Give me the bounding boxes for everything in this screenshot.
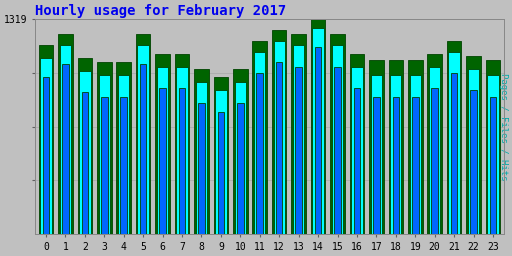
- Bar: [470, 90, 477, 234]
- Bar: [315, 47, 322, 234]
- Bar: [120, 97, 127, 234]
- Bar: [40, 58, 52, 234]
- Bar: [276, 62, 283, 234]
- Bar: [155, 54, 170, 234]
- Bar: [79, 71, 91, 234]
- Bar: [116, 62, 131, 234]
- Bar: [175, 54, 189, 234]
- Bar: [350, 54, 364, 234]
- Bar: [351, 67, 362, 234]
- Bar: [389, 60, 403, 234]
- Bar: [58, 34, 73, 234]
- Bar: [101, 97, 108, 234]
- Bar: [118, 75, 130, 234]
- Bar: [487, 75, 499, 234]
- Bar: [214, 77, 228, 234]
- Bar: [466, 56, 481, 234]
- Bar: [334, 67, 341, 234]
- Bar: [179, 88, 185, 234]
- Bar: [390, 75, 401, 234]
- Bar: [451, 73, 457, 234]
- Bar: [198, 103, 205, 234]
- Bar: [273, 41, 285, 234]
- Bar: [218, 112, 224, 234]
- Bar: [486, 60, 500, 234]
- Bar: [237, 103, 244, 234]
- Bar: [330, 34, 345, 234]
- Bar: [354, 88, 360, 234]
- Bar: [371, 75, 382, 234]
- Bar: [62, 65, 69, 234]
- Bar: [39, 45, 53, 234]
- Bar: [215, 90, 227, 234]
- Bar: [432, 88, 438, 234]
- Bar: [489, 97, 496, 234]
- Bar: [42, 77, 49, 234]
- Text: Hourly usage for February 2017: Hourly usage for February 2017: [35, 4, 287, 18]
- Bar: [468, 69, 479, 234]
- Bar: [332, 45, 343, 234]
- Bar: [99, 75, 110, 234]
- Bar: [194, 69, 209, 234]
- Bar: [196, 82, 207, 234]
- Bar: [60, 45, 71, 234]
- Bar: [233, 69, 248, 234]
- Bar: [252, 41, 267, 234]
- Bar: [428, 54, 442, 234]
- Bar: [429, 67, 440, 234]
- Bar: [159, 88, 166, 234]
- Bar: [295, 67, 302, 234]
- Bar: [272, 30, 287, 234]
- Bar: [97, 62, 112, 234]
- Bar: [136, 34, 151, 234]
- Bar: [412, 97, 418, 234]
- Bar: [234, 82, 246, 234]
- Bar: [447, 41, 461, 234]
- Bar: [393, 97, 399, 234]
- Bar: [369, 60, 383, 234]
- Bar: [140, 65, 146, 234]
- Bar: [311, 19, 325, 234]
- Bar: [176, 67, 188, 234]
- Bar: [291, 34, 306, 234]
- Bar: [157, 67, 168, 234]
- Y-axis label: Pages / Files / Hits: Pages / Files / Hits: [499, 73, 508, 180]
- Bar: [312, 28, 324, 234]
- Bar: [408, 60, 422, 234]
- Bar: [78, 58, 92, 234]
- Bar: [81, 92, 88, 234]
- Bar: [410, 75, 421, 234]
- Bar: [254, 51, 265, 234]
- Bar: [293, 45, 304, 234]
- Bar: [257, 73, 263, 234]
- Bar: [138, 45, 149, 234]
- Bar: [449, 51, 460, 234]
- Bar: [373, 97, 380, 234]
